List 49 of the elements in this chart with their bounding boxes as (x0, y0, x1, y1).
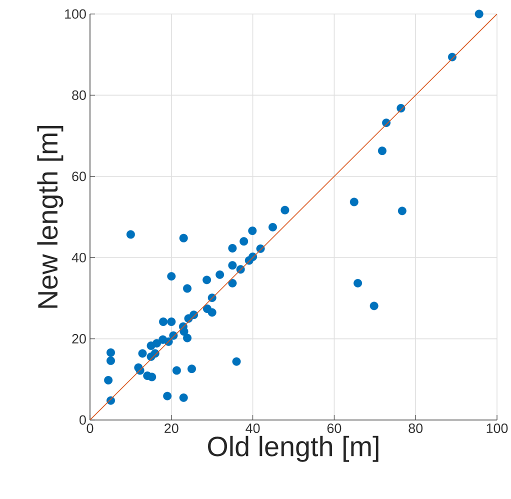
point (179, 234, 188, 242)
y-tick-label: 60 (72, 172, 86, 182)
point (398, 206, 406, 216)
x-tick-label: 40 (246, 424, 260, 434)
point (187, 364, 196, 374)
point (280, 206, 290, 214)
point (202, 276, 212, 284)
point (378, 146, 386, 156)
point (208, 308, 216, 317)
point (350, 198, 358, 206)
point (232, 357, 241, 366)
point (370, 302, 378, 310)
point (183, 284, 192, 293)
x-tick-label: 0 (86, 424, 94, 434)
point (172, 366, 181, 375)
point (240, 237, 248, 246)
point (183, 334, 192, 342)
y-tick-label: 80 (72, 90, 86, 100)
point (163, 392, 172, 400)
point (228, 261, 237, 270)
point (146, 352, 156, 361)
point (179, 393, 188, 402)
x-tick-label: 100 (486, 424, 508, 434)
y-tick-label: 40 (72, 252, 86, 262)
point (268, 222, 278, 232)
y-axis-title: New length [m] (37, 126, 64, 308)
y-tick-label: 20 (72, 334, 86, 344)
point (167, 317, 176, 326)
point (474, 10, 484, 18)
point (354, 278, 362, 288)
point (146, 341, 156, 350)
x-tick-label: 20 (164, 424, 178, 434)
y-tick-label: 100 (65, 9, 86, 19)
point (228, 278, 237, 288)
point (138, 349, 147, 358)
point (106, 356, 116, 365)
x-tick-label: 80 (408, 424, 423, 434)
point (228, 244, 237, 253)
point (106, 348, 116, 357)
x-axis-title: Old length [m] (208, 436, 378, 462)
point (167, 272, 176, 281)
point (248, 226, 257, 236)
x-tick-label: 60 (327, 424, 342, 434)
point (216, 270, 224, 279)
point (159, 317, 168, 326)
point (104, 376, 113, 384)
point (126, 230, 135, 239)
y-tick-label: 0 (80, 415, 86, 425)
point (148, 372, 156, 382)
